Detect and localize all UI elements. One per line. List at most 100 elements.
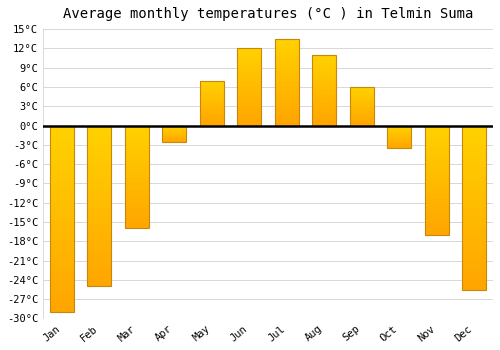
Bar xyxy=(200,106,224,107)
Bar xyxy=(237,80,262,81)
Bar xyxy=(350,103,374,104)
Bar xyxy=(312,84,336,85)
Bar xyxy=(274,86,299,88)
Bar xyxy=(462,263,486,265)
Bar xyxy=(274,98,299,99)
Bar xyxy=(350,110,374,111)
Bar xyxy=(87,230,112,232)
Bar xyxy=(124,155,149,156)
Bar xyxy=(424,152,449,153)
Bar xyxy=(87,156,112,158)
Bar xyxy=(424,216,449,217)
Bar xyxy=(274,74,299,75)
Bar xyxy=(124,225,149,226)
Bar xyxy=(424,193,449,194)
Bar xyxy=(200,112,224,113)
Bar xyxy=(87,232,112,234)
Bar xyxy=(462,244,486,246)
Bar xyxy=(312,77,336,78)
Bar xyxy=(424,198,449,200)
Bar xyxy=(312,123,336,124)
Bar xyxy=(162,126,186,142)
Bar xyxy=(350,122,374,123)
Bar xyxy=(462,257,486,259)
Bar xyxy=(350,99,374,100)
Bar xyxy=(200,89,224,90)
Bar xyxy=(424,167,449,168)
Bar xyxy=(124,159,149,160)
Bar xyxy=(424,160,449,161)
Bar xyxy=(50,261,74,263)
Bar xyxy=(50,230,74,233)
Bar xyxy=(124,133,149,134)
Bar xyxy=(237,55,262,56)
Bar xyxy=(312,101,336,102)
Bar xyxy=(124,151,149,153)
Bar xyxy=(200,90,224,91)
Bar xyxy=(424,195,449,197)
Bar xyxy=(462,203,486,205)
Bar xyxy=(274,109,299,110)
Bar xyxy=(87,216,112,218)
Bar xyxy=(274,41,299,42)
Bar xyxy=(274,122,299,123)
Bar xyxy=(50,268,74,270)
Bar xyxy=(124,130,149,131)
Bar xyxy=(87,222,112,224)
Bar xyxy=(237,121,262,122)
Bar xyxy=(50,256,74,258)
Bar xyxy=(462,189,486,191)
Bar xyxy=(237,103,262,104)
Bar xyxy=(124,138,149,140)
Bar xyxy=(237,51,262,52)
Bar xyxy=(462,132,486,134)
Bar xyxy=(350,106,374,107)
Bar xyxy=(50,307,74,310)
Bar xyxy=(237,92,262,93)
Bar xyxy=(462,179,486,181)
Bar xyxy=(312,64,336,65)
Bar xyxy=(237,83,262,84)
Bar xyxy=(124,162,149,163)
Bar xyxy=(50,226,74,228)
Bar xyxy=(462,230,486,232)
Bar xyxy=(237,58,262,59)
Bar xyxy=(274,75,299,76)
Bar xyxy=(200,80,224,126)
Bar xyxy=(87,206,112,208)
Bar xyxy=(350,123,374,124)
Bar xyxy=(124,191,149,193)
Bar xyxy=(274,48,299,50)
Bar xyxy=(424,180,449,182)
Bar xyxy=(200,105,224,106)
Bar xyxy=(50,216,74,219)
Bar xyxy=(87,274,112,276)
Bar xyxy=(424,172,449,173)
Bar xyxy=(50,156,74,158)
Bar xyxy=(274,99,299,100)
Bar xyxy=(200,93,224,94)
Bar xyxy=(50,172,74,175)
Bar xyxy=(87,160,112,162)
Bar xyxy=(124,126,149,127)
Bar xyxy=(200,108,224,109)
Bar xyxy=(462,259,486,261)
Bar xyxy=(462,167,486,169)
Bar xyxy=(124,141,149,142)
Bar xyxy=(274,94,299,95)
Bar xyxy=(424,203,449,205)
Bar xyxy=(312,66,336,67)
Bar xyxy=(124,221,149,222)
Bar xyxy=(274,108,299,109)
Bar xyxy=(350,125,374,126)
Bar xyxy=(237,86,262,87)
Bar xyxy=(312,63,336,64)
Bar xyxy=(424,227,449,228)
Bar xyxy=(350,104,374,105)
Bar xyxy=(462,214,486,216)
Bar xyxy=(200,84,224,85)
Bar xyxy=(237,78,262,79)
Bar xyxy=(87,168,112,170)
Bar xyxy=(200,95,224,96)
Bar xyxy=(237,69,262,70)
